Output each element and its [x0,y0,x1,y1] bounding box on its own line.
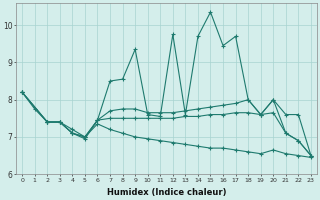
X-axis label: Humidex (Indice chaleur): Humidex (Indice chaleur) [107,188,226,197]
